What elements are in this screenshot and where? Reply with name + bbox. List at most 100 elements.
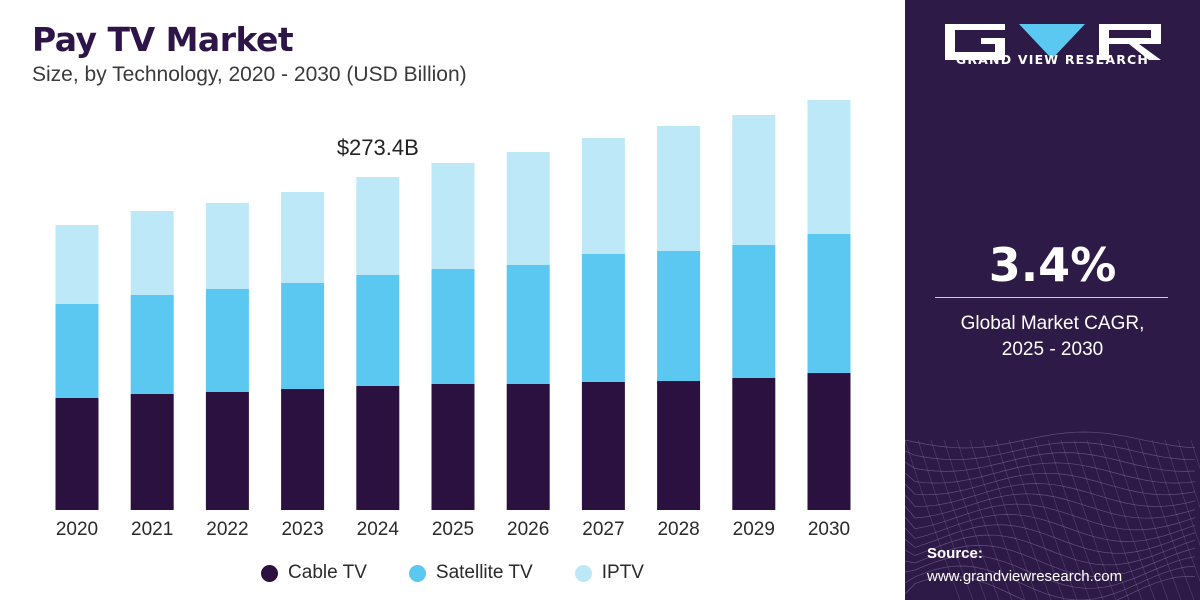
bar-satellite-tv-2026 bbox=[506, 265, 550, 384]
bar-cable-tv-2023 bbox=[281, 389, 325, 510]
legend-label-cable-tv: Cable TV bbox=[288, 562, 367, 583]
annotation-total-2024: $273.4B bbox=[337, 135, 419, 160]
grid-line bbox=[905, 493, 1196, 519]
bar-cable-tv-2026 bbox=[506, 384, 550, 510]
chart-subtitle: Size, by Technology, 2020 - 2030 (USD Bi… bbox=[32, 63, 467, 86]
x-tick-label-2030: 2030 bbox=[808, 519, 850, 540]
bar-satellite-tv-2023 bbox=[281, 283, 325, 389]
grid-line bbox=[1190, 439, 1200, 470]
bar-satellite-tv-2021 bbox=[130, 295, 174, 394]
bar-cable-tv-2030 bbox=[807, 373, 851, 510]
x-tick-label-2024: 2024 bbox=[357, 519, 400, 540]
logo-text: GRAND VIEW RESEARCH bbox=[955, 52, 1150, 67]
bar-satellite-tv-2025 bbox=[431, 269, 475, 384]
grid-line bbox=[995, 439, 1052, 600]
grid-line bbox=[1021, 439, 1078, 600]
grid-line bbox=[905, 565, 1196, 600]
cagr-value: 3.4% bbox=[988, 238, 1117, 292]
bar-cable-tv-2025 bbox=[431, 384, 475, 510]
grid-line bbox=[943, 439, 1000, 600]
grid-line bbox=[905, 545, 1196, 577]
cagr-label-line2: 2025 - 2030 bbox=[1001, 339, 1104, 360]
grid-line bbox=[982, 439, 1039, 600]
legend-label-satellite-tv: Satellite TV bbox=[435, 562, 533, 583]
grid-line bbox=[956, 439, 1013, 600]
bar-satellite-tv-2028 bbox=[657, 251, 701, 381]
grid-line bbox=[1164, 439, 1200, 547]
bar-iptv-2027 bbox=[581, 138, 625, 254]
bar-satellite-tv-2022 bbox=[205, 289, 249, 392]
grid-line bbox=[905, 452, 1196, 472]
bar-iptv-2030 bbox=[807, 100, 851, 234]
grid-line bbox=[905, 503, 1196, 531]
bar-iptv-2021 bbox=[130, 211, 174, 295]
grid-line bbox=[1073, 439, 1130, 600]
x-tick-label-2026: 2026 bbox=[507, 519, 549, 540]
grid-line bbox=[1047, 439, 1104, 600]
chart-legend: Cable TV Satellite TV IPTV bbox=[0, 562, 905, 584]
grid-line bbox=[905, 483, 1196, 507]
bar-satellite-tv-2030 bbox=[807, 234, 851, 373]
bar-satellite-tv-2020 bbox=[55, 304, 99, 398]
chart-title: Pay TV Market bbox=[32, 20, 294, 59]
grid-line bbox=[917, 439, 974, 600]
grid-line bbox=[930, 439, 987, 600]
bar-cable-tv-2029 bbox=[732, 378, 776, 510]
x-tick-label-2028: 2028 bbox=[657, 519, 699, 540]
bar-iptv-2026 bbox=[506, 152, 550, 265]
legend-swatch-iptv bbox=[574, 564, 592, 582]
x-tick-label-2027: 2027 bbox=[582, 519, 624, 540]
legend-swatch-satellite-tv bbox=[408, 564, 426, 582]
x-tick-label-2021: 2021 bbox=[131, 519, 173, 540]
side-panel: GRAND VIEW RESEARCH 3.4% Global Market C… bbox=[905, 0, 1200, 600]
x-tick-label-2022: 2022 bbox=[206, 519, 248, 540]
bar-chart: 2020 2021 2022 2023 2024 2025 2026 2027 2028 2029… bbox=[55, 100, 851, 540]
x-tick-label-2029: 2029 bbox=[733, 519, 775, 540]
x-tick-label-2023: 2023 bbox=[281, 519, 323, 540]
grid-line bbox=[1125, 439, 1182, 600]
source-url[interactable]: www.grandviewresearch.com bbox=[927, 568, 1123, 585]
grid-line bbox=[1112, 439, 1169, 600]
bar-cable-tv-2024 bbox=[356, 386, 400, 510]
cagr-divider bbox=[935, 297, 1168, 298]
legend-item-satellite-tv: Satellite TV bbox=[408, 562, 533, 584]
bar-cable-tv-2027 bbox=[581, 382, 625, 510]
legend-label-iptv: IPTV bbox=[601, 562, 644, 583]
grid-line bbox=[1099, 439, 1156, 600]
bar-satellite-tv-2027 bbox=[581, 254, 625, 382]
bar-cable-tv-2021 bbox=[130, 394, 174, 510]
grid-line bbox=[905, 472, 1196, 496]
bar-iptv-2024 bbox=[356, 177, 400, 275]
grid-line bbox=[905, 462, 1196, 484]
bar-iptv-2029 bbox=[732, 115, 776, 245]
grid-decoration bbox=[905, 431, 1200, 600]
grid-line bbox=[905, 514, 1196, 542]
grid-line bbox=[905, 534, 1196, 566]
legend-item-iptv: IPTV bbox=[574, 562, 644, 584]
bar-satellite-tv-2029 bbox=[732, 245, 776, 378]
cagr-label: Global Market CAGR, 2025 - 2030 bbox=[905, 311, 1200, 363]
grid-line bbox=[1008, 439, 1065, 600]
legend-swatch-cable-tv bbox=[261, 564, 279, 582]
x-tick-label-2025: 2025 bbox=[432, 519, 474, 540]
grid-line bbox=[905, 431, 1196, 449]
bar-cable-tv-2022 bbox=[205, 392, 249, 510]
bar-satellite-tv-2024 bbox=[356, 275, 400, 386]
bar-iptv-2023 bbox=[281, 192, 325, 283]
grid-line bbox=[969, 439, 1026, 600]
cagr-label-line1: Global Market CAGR, bbox=[960, 313, 1145, 334]
grid-line bbox=[1138, 439, 1195, 600]
bar-iptv-2022 bbox=[205, 203, 249, 289]
grid-line bbox=[1086, 439, 1143, 600]
grid-line bbox=[905, 524, 1196, 554]
grid-line bbox=[1060, 439, 1117, 600]
grand-view-research-logo bbox=[945, 24, 1161, 60]
x-tick-label-2020: 2020 bbox=[56, 519, 98, 540]
bar-iptv-2025 bbox=[431, 163, 475, 269]
grid-line bbox=[1034, 439, 1091, 600]
chart-area: Pay TV Market Size, by Technology, 2020 … bbox=[0, 20, 905, 584]
grid-line bbox=[905, 575, 1196, 600]
grid-line bbox=[905, 439, 961, 600]
grid-line bbox=[905, 441, 1196, 461]
bar-iptv-2020 bbox=[55, 225, 99, 304]
